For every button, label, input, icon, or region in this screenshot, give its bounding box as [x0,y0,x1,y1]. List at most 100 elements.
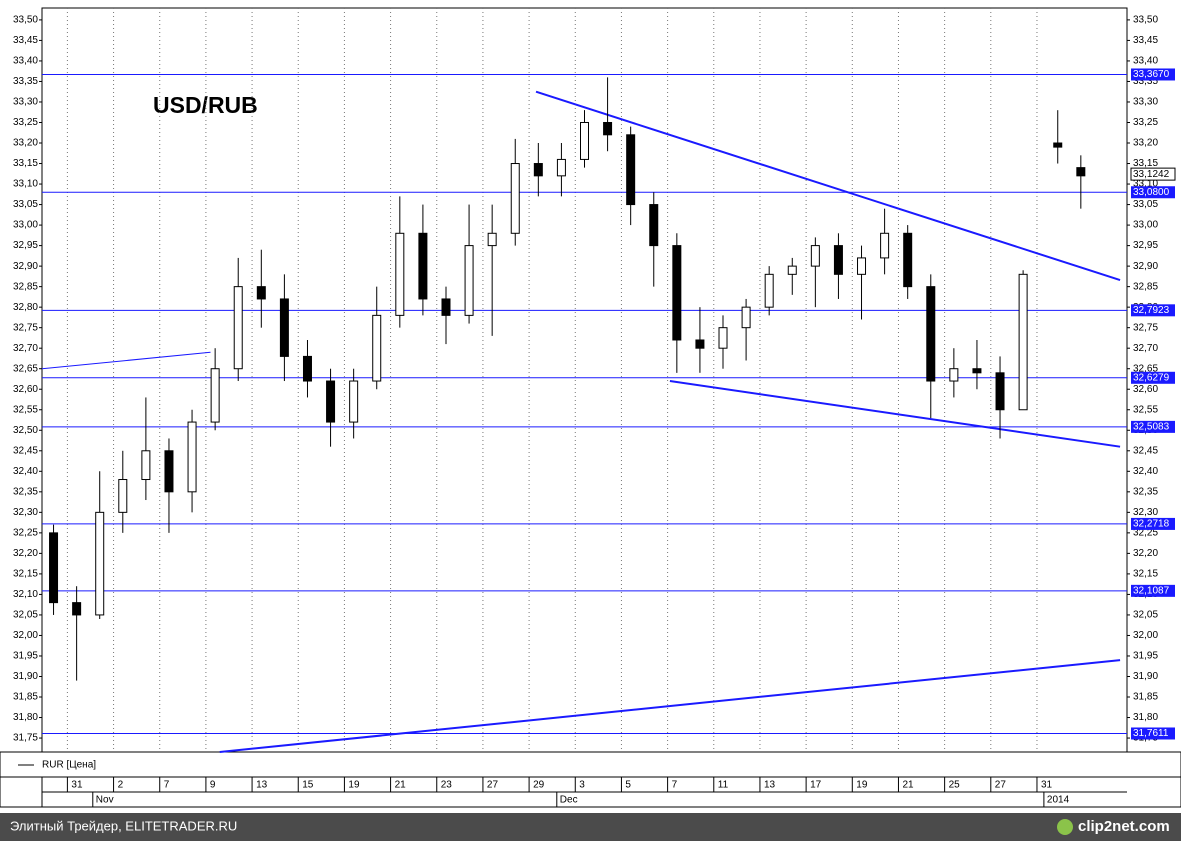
x-tick-label: 7 [672,780,678,791]
brand-icon [1057,819,1073,835]
candle-body [1076,167,1086,177]
y-tick-label: 32,45 [1133,445,1158,456]
chart-title: USD/RUB [153,92,258,118]
y-tick-label: 32,45 [13,445,38,456]
level-label: 32,5083 [1133,422,1170,433]
level-tag [1131,304,1175,317]
candle-body [1053,142,1063,148]
y-tick-label: 32,55 [1133,404,1158,415]
month-label: Dec [560,795,578,806]
candle-body [187,421,197,493]
candle-body [349,380,359,423]
trend-line [535,90,1121,282]
y-tick-label: 31,90 [13,671,38,682]
y-tick-label: 31,80 [1133,712,1158,723]
y-tick-label: 31,95 [1133,651,1158,662]
candle-body [302,355,312,382]
legend-label: RUR [Цена] [42,760,96,771]
y-tick-label: 32,15 [13,569,38,580]
y-tick-label: 32,60 [13,384,38,395]
x-tick-label: 29 [533,780,545,791]
y-tick-label: 32,95 [1133,240,1158,251]
candle-body [510,163,520,234]
y-tick-label: 32,95 [13,240,38,251]
candle-body [649,204,659,247]
x-tick-label: 31 [71,780,83,791]
candle-body [926,286,936,382]
month-label: 2014 [1047,795,1070,806]
x-axis-panel [0,751,1181,808]
footer-source: Элитный Трейдер, ELITETRADER.RU [10,818,237,833]
y-tick-label: 32,40 [13,466,38,477]
x-tick-label: 27 [995,780,1007,791]
background [0,0,1181,813]
level-tag [1131,68,1175,81]
y-tick-label: 32,25 [1133,528,1158,539]
y-tick-label: 31,85 [1133,692,1158,703]
candle-body [880,232,890,259]
y-tick-label: 32,80 [13,302,38,313]
candle-body [49,532,59,604]
candle-body [372,314,382,382]
candle-body [556,158,566,177]
x-tick-label: 21 [395,780,407,791]
y-tick-label: 32,65 [13,363,38,374]
y-tick-label: 33,00 [1133,220,1158,231]
y-tick-label: 32,70 [13,343,38,354]
candle-body [418,232,428,300]
x-tick-label: 23 [441,780,453,791]
x-tick-label: 5 [625,780,631,791]
y-tick-label: 32,85 [1133,281,1158,292]
y-tick-label: 31,95 [13,651,38,662]
level-tag [1131,727,1175,740]
level-label: 32,7923 [1133,305,1170,316]
month-label: Nov [96,795,114,806]
y-tick-label: 32,35 [1133,486,1158,497]
level-tag [1131,584,1175,597]
candle-body [279,298,289,357]
footer-brand: clip2net.com [1078,818,1170,835]
trend-line [41,351,211,370]
y-tick-label: 33,05 [1133,199,1158,210]
candle-body [118,479,128,513]
footer-bar [0,813,1181,841]
x-tick-label: 11 [718,780,729,791]
level-label: 33,3670 [1133,69,1170,80]
x-tick-label: 27 [487,780,499,791]
y-tick-label: 32,30 [13,507,38,518]
x-tick-label: 25 [949,780,961,791]
candle-body [441,298,451,316]
y-tick-label: 32,25 [13,528,38,539]
y-tick-label: 32,70 [1133,343,1158,354]
candle-body [141,450,151,481]
y-tick-label: 33,20 [1133,138,1158,149]
candle-body [164,450,174,493]
y-tick-label: 32,85 [13,281,38,292]
y-tick-label: 32,20 [1133,548,1158,559]
y-tick-label: 33,30 [13,97,38,108]
y-tick-label: 32,20 [13,548,38,559]
level-label: 32,1087 [1133,585,1170,596]
y-tick-label: 33,30 [1133,97,1158,108]
y-tick-label: 33,15 [1133,158,1158,169]
candle-body [787,265,797,275]
y-tick-label: 33,35 [1133,76,1158,87]
y-tick-label: 32,00 [1133,630,1158,641]
candle-body [718,327,728,349]
candle-body [210,368,220,423]
level-tag [1131,420,1175,433]
last-price-label: 33,1242 [1133,169,1170,180]
y-tick-label: 32,90 [13,261,38,272]
candle-body [833,245,843,275]
candle-body [95,511,105,616]
y-tick-label: 32,15 [1133,569,1158,580]
y-tick-label: 33,20 [13,138,38,149]
x-tick-label: 2 [118,780,124,791]
y-tick-label: 32,35 [13,486,38,497]
y-tick-label: 32,40 [1133,466,1158,477]
candle-body [72,602,82,616]
trend-line [219,659,1121,753]
trend-line [669,380,1121,448]
candle-body [857,257,867,275]
y-tick-label: 33,25 [1133,117,1158,128]
